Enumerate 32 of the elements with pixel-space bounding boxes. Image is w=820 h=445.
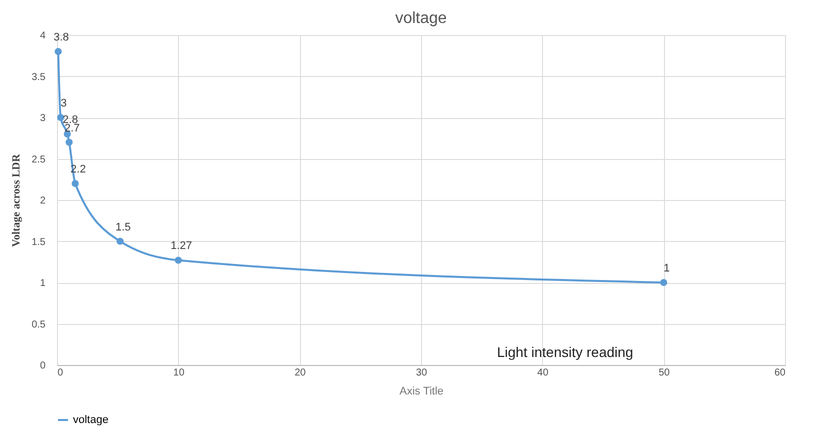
y-tick-label: 3.5 — [32, 72, 46, 83]
point — [54, 48, 62, 56]
annotation: Light intensity reading — [497, 344, 634, 360]
y-tick-label: 4 — [40, 30, 46, 42]
x-axis-title: Axis Title — [399, 386, 444, 398]
x-tick-label: 10 — [173, 368, 185, 378]
y-tick-label: 1 — [40, 278, 46, 289]
x-tick-label: 30 — [416, 368, 428, 378]
y-axis-title: Voltage across LDR — [10, 153, 23, 247]
y-tick-label: 1.5 — [32, 236, 46, 248]
data-label: 3.8 — [54, 32, 69, 44]
point — [116, 238, 124, 245]
point — [660, 278, 668, 286]
y-tick-label: 3 — [40, 113, 46, 124]
x-tick-label: 50 — [658, 368, 670, 378]
data-label: 3 — [60, 98, 67, 110]
y-tick-label: 0.5 — [32, 319, 46, 330]
chart-title: voltage — [395, 10, 447, 27]
legend-label: voltage — [73, 414, 108, 426]
point — [174, 256, 182, 264]
x-tick-label: 40 — [537, 368, 549, 378]
x-tick-label: 0 — [58, 368, 64, 378]
point — [72, 180, 79, 188]
x-tick-label: 60 — [774, 368, 786, 378]
y-tick-label: 2.5 — [32, 154, 46, 166]
x-tick-label: 20 — [294, 368, 306, 378]
data-label: 1.27 — [170, 240, 192, 252]
data-label: 1 — [664, 262, 670, 274]
y-tick-label: 0 — [40, 360, 46, 372]
y-tick-label: 2 — [40, 196, 46, 206]
point — [66, 138, 73, 146]
data-label: 1.5 — [115, 221, 131, 234]
